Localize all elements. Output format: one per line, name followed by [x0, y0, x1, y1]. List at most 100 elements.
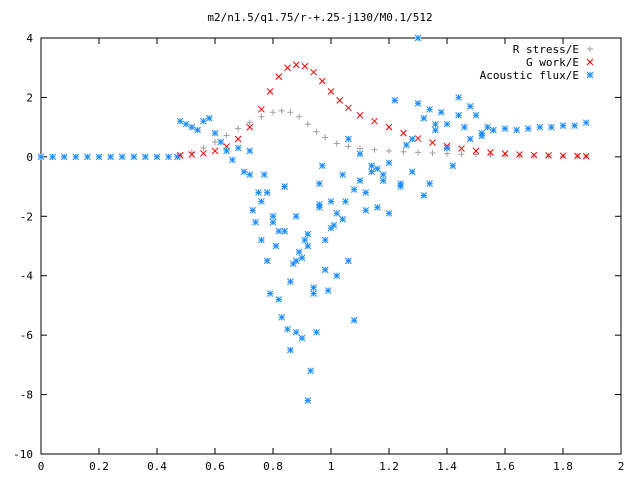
data-point	[426, 105, 433, 113]
data-point	[142, 153, 149, 161]
data-point	[429, 139, 436, 146]
data-point	[281, 183, 288, 190]
data-point	[516, 152, 523, 159]
data-point	[432, 120, 439, 128]
data-point	[327, 224, 335, 232]
data-point	[176, 117, 184, 125]
data-point	[484, 123, 491, 131]
data-point	[420, 192, 428, 199]
data-point	[321, 266, 329, 274]
data-point	[339, 171, 346, 179]
x-tick-label: 0	[38, 460, 45, 473]
data-point	[345, 257, 352, 265]
data-point	[432, 126, 439, 134]
data-point	[246, 147, 254, 155]
data-point	[260, 171, 268, 179]
data-point	[333, 140, 340, 147]
data-point	[118, 153, 126, 161]
data-point	[487, 149, 494, 156]
data-point	[501, 150, 509, 157]
data-point	[275, 296, 283, 303]
data-point	[531, 152, 537, 159]
data-point	[357, 145, 363, 152]
data-point	[524, 125, 532, 132]
data-point	[235, 125, 242, 132]
data-point	[437, 108, 445, 116]
data-point	[60, 153, 68, 161]
data-point	[400, 129, 407, 137]
data-point	[333, 209, 341, 217]
data-point	[478, 132, 486, 140]
x-tick-label: 1	[328, 460, 335, 473]
data-point	[455, 94, 462, 101]
data-point	[408, 168, 416, 176]
data-point	[356, 111, 364, 119]
data-point	[385, 159, 393, 167]
x-tick-label: 0.8	[263, 460, 283, 473]
data-point	[455, 111, 462, 119]
data-point	[362, 189, 370, 196]
data-point	[200, 149, 207, 157]
data-point	[229, 156, 236, 164]
data-point	[284, 64, 291, 72]
series-1	[176, 61, 590, 160]
data-point	[368, 168, 375, 176]
data-point	[287, 346, 294, 354]
data-point	[37, 153, 45, 161]
x-tick-label: 2	[618, 460, 625, 473]
data-point	[188, 123, 196, 131]
data-point	[385, 209, 393, 217]
data-point	[316, 180, 323, 187]
data-point	[107, 153, 114, 161]
data-point	[536, 123, 544, 131]
data-point	[292, 212, 300, 220]
y-tick-label: 0	[26, 151, 33, 164]
data-point	[414, 34, 422, 42]
data-point	[153, 153, 161, 161]
series-layer	[37, 34, 590, 404]
data-point	[270, 109, 276, 116]
data-point	[420, 114, 428, 122]
data-point	[313, 128, 320, 135]
data-point	[95, 153, 103, 161]
data-point	[318, 162, 326, 170]
data-point	[234, 135, 242, 143]
legend-label: R stress/E	[513, 43, 579, 56]
data-point	[304, 121, 311, 128]
data-point	[322, 134, 329, 141]
data-point	[304, 242, 312, 250]
data-point	[292, 61, 300, 69]
data-point	[379, 171, 387, 179]
data-point	[472, 111, 480, 119]
data-point	[582, 119, 590, 127]
data-point	[304, 397, 312, 404]
data-point	[371, 146, 378, 153]
data-point	[350, 316, 358, 324]
data-point	[258, 198, 265, 205]
data-point	[400, 148, 407, 155]
data-point	[313, 328, 320, 336]
legend-label: G work/E	[526, 56, 579, 69]
y-tick-label: -4	[20, 270, 34, 283]
data-point	[490, 126, 497, 134]
x-tick-label: 1.8	[553, 460, 573, 473]
data-point	[545, 152, 552, 159]
data-point	[386, 147, 392, 154]
ticks-layer: 0 0.2 0.4 0.6 0.8 1 1.2 1.4 1.6 1.8 2 -10 -8 -6 -4 -2 0 2…	[13, 32, 624, 473]
data-point	[513, 126, 520, 134]
data-point	[217, 138, 225, 146]
data-point	[182, 120, 190, 128]
data-point	[246, 171, 254, 179]
x-tick-label: 0.6	[205, 460, 225, 473]
data-point	[391, 97, 399, 104]
data-point	[414, 100, 422, 107]
data-point	[466, 135, 474, 143]
chart-title: m2/n1.5/q1.75/r-+.25-j130/M0.1/512	[207, 11, 432, 24]
y-tick-label: -10	[13, 448, 33, 461]
data-point	[240, 168, 248, 176]
x-tick-label: 0.4	[147, 460, 167, 473]
data-point	[246, 119, 253, 126]
data-point	[223, 132, 230, 139]
data-point	[72, 153, 80, 161]
